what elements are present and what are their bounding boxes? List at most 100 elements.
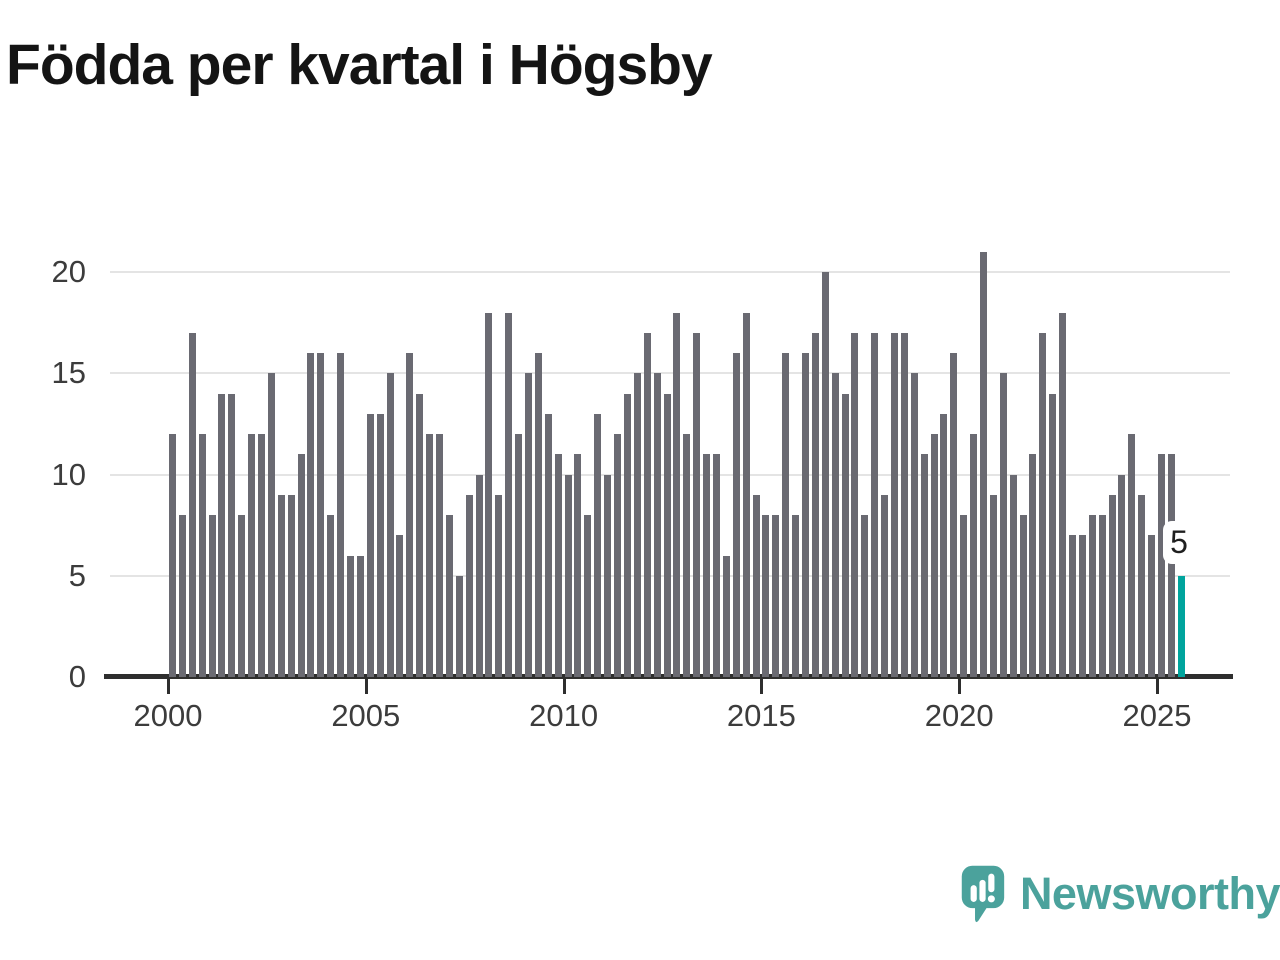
last-value-text: 5 (1170, 524, 1188, 560)
bar (881, 494, 889, 677)
bar (1138, 494, 1146, 677)
bar (1019, 515, 1027, 677)
bar (1068, 535, 1076, 677)
bar (198, 434, 206, 677)
bar (811, 332, 819, 677)
bar (940, 413, 948, 677)
x-tick-label-2010: 2010 (529, 698, 599, 733)
bar (386, 373, 394, 677)
bar (614, 434, 622, 677)
bar (703, 454, 711, 677)
bar (485, 312, 493, 677)
bar (960, 515, 968, 677)
bar (455, 575, 463, 677)
bar (594, 413, 602, 677)
bar (861, 515, 869, 677)
bar (732, 353, 740, 677)
x-tick-mark-2010 (562, 679, 566, 694)
y-tick-label-15: 15 (51, 355, 86, 391)
bar (693, 332, 701, 677)
x-tick-mark-2020 (958, 679, 962, 694)
bar (673, 312, 681, 677)
bar (248, 434, 256, 677)
bar (356, 555, 364, 677)
bar (979, 251, 987, 677)
bar (1128, 434, 1136, 677)
bar (228, 393, 236, 677)
bar (347, 555, 355, 677)
bar (792, 515, 800, 677)
bar (950, 353, 958, 677)
bar (1009, 474, 1017, 677)
page-title: Födda per kvartal i Högsby (6, 33, 713, 97)
bar (1158, 454, 1165, 677)
x-tick-mark-2025 (1156, 679, 1159, 694)
bar (1167, 454, 1175, 677)
bar (505, 312, 513, 677)
last-value-label: 5 (1163, 521, 1195, 564)
bar (623, 393, 631, 677)
births-per-quarter-chart: 5 0 5 10 15 20 2000 2005 2010 2015 2020 2025 (51, 251, 1233, 733)
bar (445, 515, 453, 677)
bar (890, 332, 898, 677)
newsworthy-bubble-chart-icon (961, 865, 1005, 923)
bar (604, 474, 612, 677)
y-tick-label-5: 5 (68, 557, 86, 593)
bar (337, 353, 345, 677)
bar (218, 393, 226, 677)
bar (169, 434, 176, 677)
bar (633, 373, 641, 677)
x-tick-label-2005: 2005 (331, 698, 401, 733)
bar (930, 434, 938, 677)
x-tick-label-2020: 2020 (924, 698, 994, 733)
bar (1108, 494, 1116, 677)
bar (584, 515, 592, 677)
bar (436, 434, 444, 677)
bar (376, 413, 384, 677)
bar (525, 373, 533, 677)
bar (534, 353, 542, 677)
gridline-y-15 (110, 372, 1230, 375)
gridline-y-20 (110, 271, 1230, 273)
bar (396, 535, 404, 677)
bar (515, 434, 523, 677)
highlighted-bar (1177, 575, 1185, 677)
x-tick-mark-2000 (167, 679, 170, 694)
bar (465, 494, 473, 677)
bar (287, 494, 295, 677)
bar (1088, 515, 1096, 677)
x-tick-label-2015: 2015 (726, 698, 796, 733)
y-tick-label-0: 0 (68, 659, 86, 694)
bar (910, 373, 918, 677)
bar (327, 515, 335, 677)
newsworthy-logo-text: Newsworthy (1019, 868, 1280, 919)
bar (1078, 535, 1086, 677)
bar (821, 272, 829, 677)
bar (406, 353, 414, 677)
bar (544, 413, 552, 677)
bar (475, 474, 483, 677)
bar (643, 332, 651, 677)
bar (564, 474, 572, 677)
bar (851, 332, 859, 677)
bar (712, 454, 720, 677)
bar (782, 353, 790, 677)
x-tick-mark-2005 (364, 679, 368, 694)
bar (752, 494, 760, 677)
bar (258, 434, 265, 677)
bar (238, 515, 246, 677)
bar (871, 332, 879, 677)
bar (208, 515, 216, 677)
bar (267, 373, 275, 677)
bar (495, 494, 503, 677)
y-tick-label-10: 10 (51, 456, 86, 492)
bar (1118, 474, 1126, 677)
bar (831, 373, 839, 677)
x-tick-label-2025: 2025 (1122, 698, 1192, 733)
bar (920, 454, 928, 677)
bar (1029, 454, 1037, 677)
bar (178, 515, 186, 677)
bar (801, 353, 809, 677)
bar (999, 373, 1007, 677)
bar (989, 494, 997, 677)
